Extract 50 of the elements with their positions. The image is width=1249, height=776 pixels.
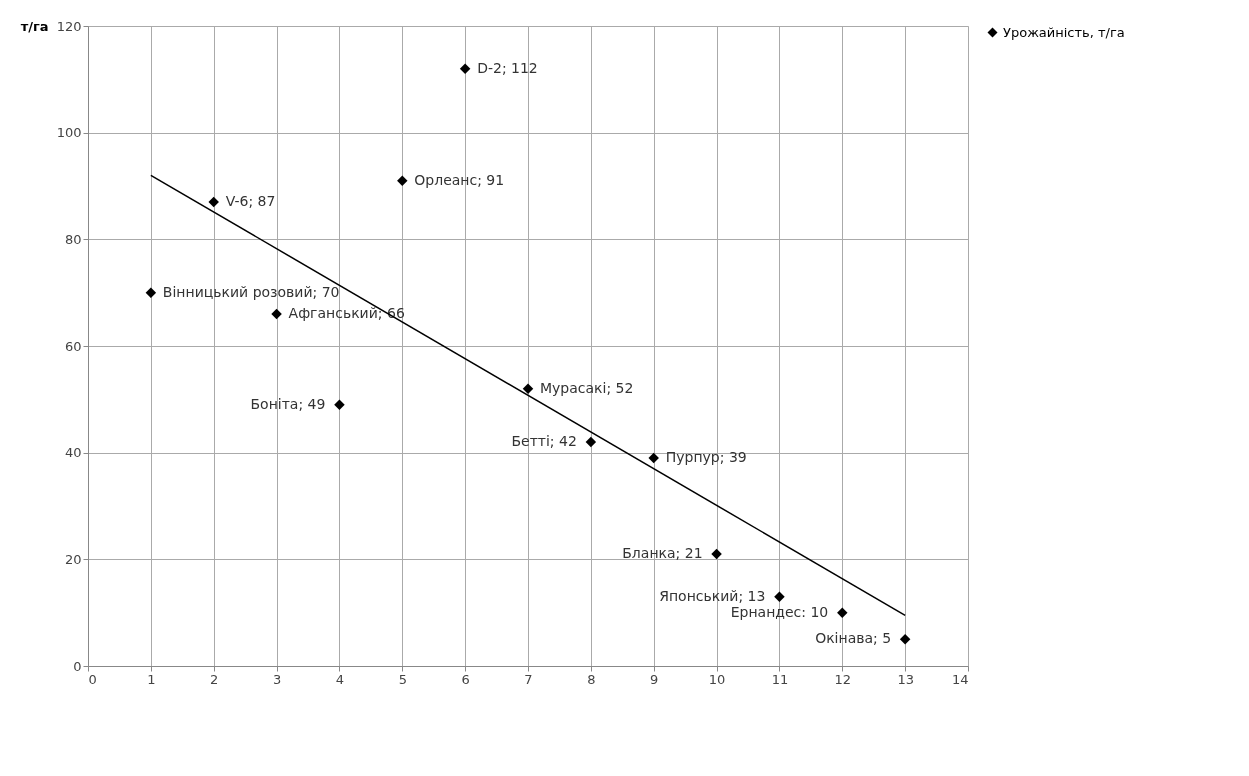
data-label: Пурпур; 39 xyxy=(665,449,747,465)
x-tick-label: 8 xyxy=(587,671,596,687)
data-label: Боніта; 49 xyxy=(250,395,326,412)
x-tick-label: 7 xyxy=(524,671,533,687)
point xyxy=(774,591,785,602)
point xyxy=(271,308,282,320)
data-label: Бетті; 42 xyxy=(511,433,577,449)
y-tick-label: 100 xyxy=(56,125,82,141)
data-label: V-6; 87 xyxy=(225,193,276,209)
y-tick-label: 0 xyxy=(73,658,82,674)
x-tick-label: 14 xyxy=(951,671,969,687)
legend-label: Урожайність, т/га xyxy=(1003,24,1125,40)
x-tick-label: 1 xyxy=(147,671,156,687)
x-tick-label: 12 xyxy=(834,671,852,687)
x-tick-label: 9 xyxy=(650,671,659,687)
point xyxy=(208,196,219,208)
x-tick-label: 3 xyxy=(272,671,282,687)
point xyxy=(899,634,911,645)
x-tick-label: 13 xyxy=(897,671,914,687)
data-label: Мурасакі; 52 xyxy=(540,379,634,396)
data-label: Японський; 13 xyxy=(659,587,766,604)
point xyxy=(585,436,597,448)
x-tick-label: 5 xyxy=(398,671,407,687)
x-tick-label: 0 xyxy=(88,671,97,687)
data-label: Бланка; 21 xyxy=(622,545,703,561)
point xyxy=(334,399,345,410)
y-tick-label: 60 xyxy=(64,338,82,354)
y-tick-label: 80 xyxy=(64,231,82,247)
point xyxy=(837,607,848,618)
point xyxy=(648,452,659,464)
data-label: Афганський; 66 xyxy=(288,305,405,321)
data-label: Орлеанс; 91 xyxy=(414,171,505,188)
y-tick-label: 120 xyxy=(56,18,82,34)
x-tick-label: 6 xyxy=(461,671,470,687)
x-tick-label: 11 xyxy=(771,671,789,687)
data-label: D-2; 112 xyxy=(477,59,538,76)
data-label: Ернандес: 10 xyxy=(730,603,829,620)
data-label: Вінницький розовий; 70 xyxy=(162,283,340,300)
point xyxy=(711,548,722,560)
point xyxy=(459,63,471,74)
point xyxy=(145,287,157,298)
data-label: Окінава; 5 xyxy=(815,630,892,647)
x-tick-label: 10 xyxy=(708,671,726,687)
point xyxy=(397,175,408,186)
x-tick-label: 2 xyxy=(210,671,219,687)
point xyxy=(522,383,534,394)
x-tick-label: 4 xyxy=(335,671,345,687)
y-axis-title: т/га xyxy=(20,18,49,34)
y-tick-label: 20 xyxy=(64,551,82,567)
y-tick-label: 40 xyxy=(64,445,82,461)
